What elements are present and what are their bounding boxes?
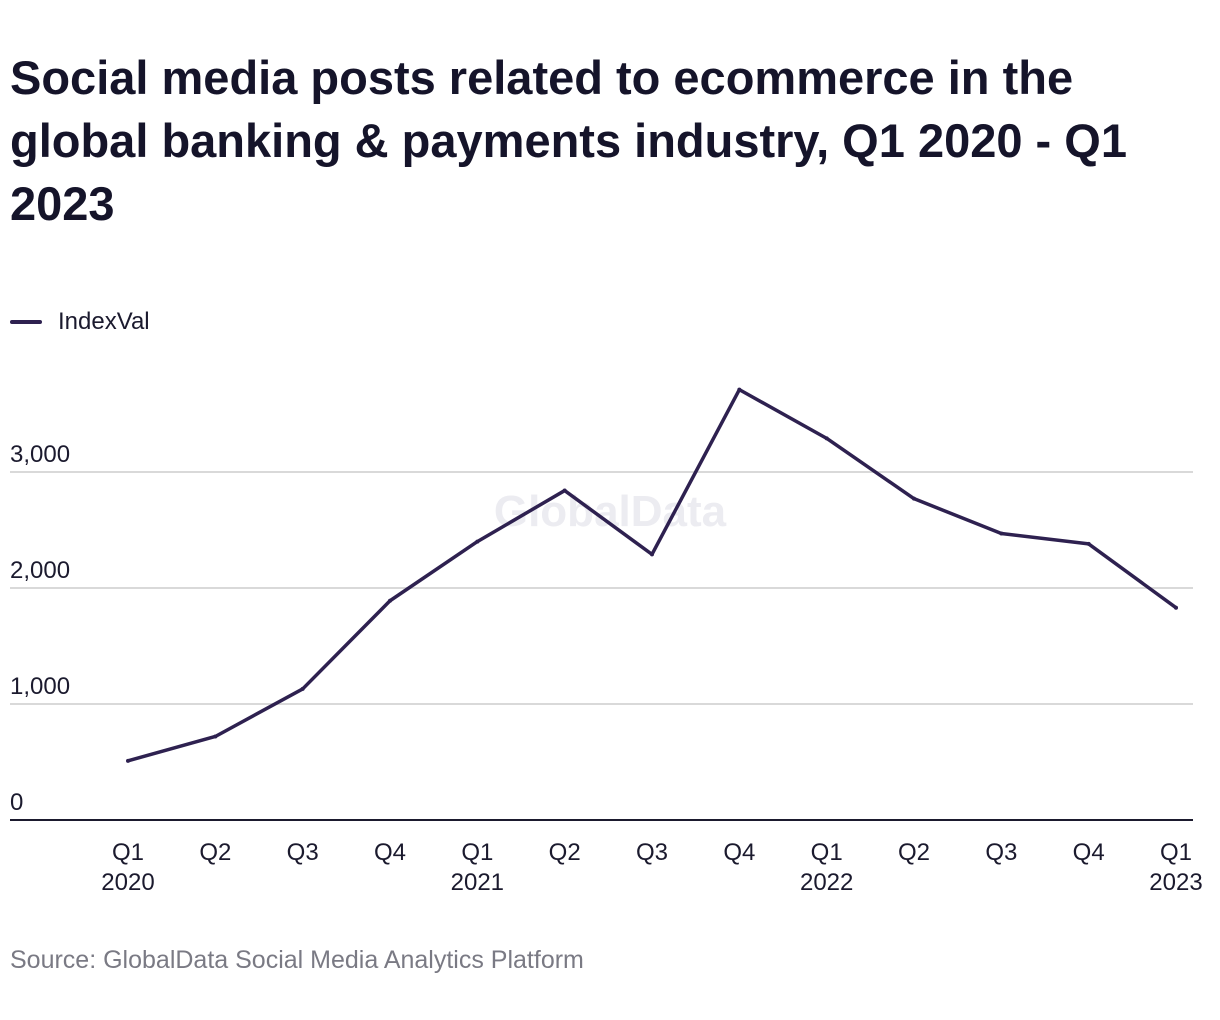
x-tick-label: Q1: [461, 839, 493, 866]
x-tick-label: Q2: [199, 839, 231, 866]
series-line: [126, 387, 1178, 763]
legend-swatch: [10, 320, 42, 324]
x-tick-label: Q4: [723, 839, 755, 866]
y-tick-label: 2,000: [10, 557, 70, 584]
data-point: [737, 387, 742, 392]
data-point: [999, 531, 1004, 536]
data-point: [300, 686, 305, 691]
data-point: [562, 488, 567, 493]
legend-label: IndexVal: [58, 308, 150, 335]
legend: IndexVal: [10, 308, 150, 336]
x-tick-year-label: 2020: [101, 869, 154, 896]
y-tick-label: 3,000: [10, 441, 70, 468]
x-tick-label: Q3: [636, 839, 668, 866]
x-tick-label: Q2: [549, 839, 581, 866]
y-tick-label: 0: [10, 789, 23, 816]
data-point: [388, 598, 392, 603]
chart-title: Social media posts related to ecommerce …: [10, 51, 1127, 230]
data-point: [1086, 541, 1091, 546]
data-point: [126, 758, 130, 763]
x-tick-year-label: 2022: [800, 869, 853, 896]
data-point: [824, 436, 829, 441]
x-tick-label: Q4: [1073, 839, 1105, 866]
data-point: [912, 496, 916, 501]
watermark-text: GlobalData: [494, 487, 727, 536]
x-tick-label: Q1: [1160, 839, 1192, 866]
y-tick-label: 1,000: [10, 673, 70, 700]
data-point: [650, 552, 654, 557]
data-point: [213, 734, 218, 739]
x-tick-label: Q1: [811, 839, 843, 866]
x-tick-year-label: 2023: [1149, 869, 1202, 896]
x-tick-year-label: 2021: [451, 869, 504, 896]
data-point: [475, 539, 480, 544]
source-note: Source: GlobalData Social Media Analytic…: [10, 946, 584, 974]
x-tick-label: Q3: [287, 839, 319, 866]
x-tick-label: Q2: [898, 839, 930, 866]
x-tick-label: Q3: [985, 839, 1017, 866]
x-tick-label: Q1: [112, 839, 144, 866]
data-point: [1174, 605, 1178, 610]
x-tick-label: Q4: [374, 839, 406, 866]
